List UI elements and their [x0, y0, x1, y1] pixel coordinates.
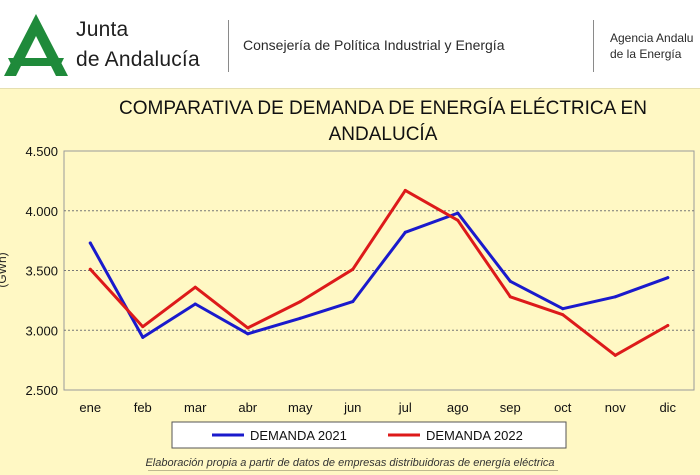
data-point: [456, 211, 460, 215]
agencia-name-line-1: Agencia Andalu: [610, 31, 694, 45]
x-tick-label: oct: [554, 400, 572, 415]
x-tick-label: ago: [447, 400, 469, 415]
x-tick-label: abr: [238, 400, 257, 415]
data-point: [508, 295, 512, 299]
data-point: [88, 267, 92, 271]
series-line-1: [88, 211, 670, 339]
demand-chart: COMPARATIVA DE DEMANDA DE ENERGÍA ELÉCTR…: [0, 98, 695, 449]
y-tick-label: 4.000: [25, 204, 58, 219]
data-point: [88, 241, 92, 245]
y-tick-label: 3.500: [25, 264, 58, 279]
plot-area: [63, 150, 695, 391]
data-point: [666, 323, 670, 327]
footer-divider: [148, 470, 558, 471]
data-point: [456, 218, 460, 222]
header-divider: [228, 20, 229, 72]
junta-logo-icon: [4, 14, 68, 76]
data-point: [246, 332, 250, 336]
data-point: [298, 316, 302, 320]
data-point: [351, 300, 355, 304]
series-line-2: [88, 188, 670, 357]
header-divider: [593, 20, 594, 72]
org-name-line-2: de Andalucía: [76, 48, 200, 71]
data-point: [561, 313, 565, 317]
data-point: [141, 325, 145, 329]
header: Junta de Andalucía Consejería de Polític…: [0, 0, 700, 89]
data-point: [561, 307, 565, 311]
x-tick-label: mar: [184, 400, 207, 415]
y-tick-label: 2.500: [25, 383, 58, 398]
y-tick-label: 3.000: [25, 323, 58, 338]
x-tick-label: may: [288, 400, 313, 415]
x-tick-label: jul: [398, 400, 412, 415]
data-point: [298, 300, 302, 304]
data-point: [613, 353, 617, 357]
chart-title-line-1: COMPARATIVA DE DEMANDA DE ENERGÍA ELÉCTR…: [119, 98, 647, 119]
chart-title-line-2: ANDALUCÍA: [329, 124, 438, 145]
x-tick-label: jun: [343, 400, 361, 415]
data-point: [141, 335, 145, 339]
data-point: [351, 267, 355, 271]
consejeria-name: Consejería de Política Industrial y Ener…: [243, 37, 505, 53]
data-point: [613, 295, 617, 299]
data-point: [193, 302, 197, 306]
x-tick-label: dic: [659, 400, 676, 415]
data-point: [403, 188, 407, 192]
x-tick-label: ene: [79, 400, 101, 415]
data-point: [246, 326, 250, 330]
data-point: [508, 279, 512, 283]
org-name-line-1: Junta: [76, 18, 129, 41]
data-point: [666, 276, 670, 280]
x-tick-label: feb: [134, 400, 152, 415]
agencia-name-line-2: de la Energía: [610, 47, 682, 61]
data-point: [403, 230, 407, 234]
footer-note: Elaboración propia a partir de datos de …: [145, 457, 555, 469]
y-tick-label: 4.500: [25, 144, 58, 159]
legend-label: DEMANDA 2021: [250, 428, 347, 443]
legend-label: DEMANDA 2022: [426, 428, 523, 443]
x-tick-label: sep: [500, 400, 521, 415]
data-point: [193, 285, 197, 289]
x-tick-label: nov: [605, 400, 626, 415]
y-axis-label: (GWh): [0, 252, 9, 287]
